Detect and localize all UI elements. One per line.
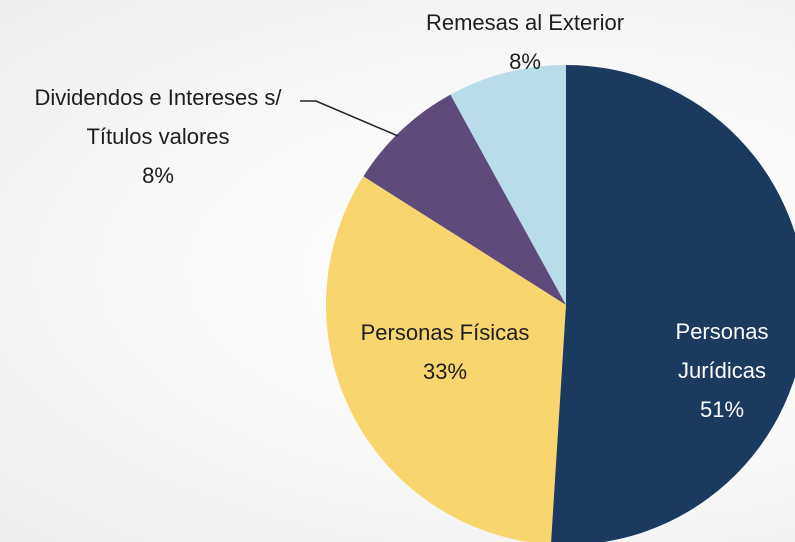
- slice-name: Remesas al Exterior: [425, 10, 625, 35]
- slice-value: 51%: [699, 397, 745, 422]
- leader-line: [300, 100, 399, 137]
- pie-slice: [450, 65, 566, 305]
- slice-value: 8%: [142, 163, 174, 188]
- slice-value: 8%: [509, 49, 541, 74]
- slice-name: Personas Físicas: [360, 320, 530, 345]
- pie-slice: [326, 176, 566, 542]
- pie-slice: [551, 65, 795, 542]
- slice-label: Personas Físicas 33%: [330, 313, 560, 391]
- slice-label: Personas Jurídicas 51%: [652, 312, 792, 429]
- slice-value: 33%: [422, 359, 468, 384]
- slice-name: Dividendos e Intereses s/ Títulos valore…: [34, 85, 282, 149]
- slice-name: Personas Jurídicas: [675, 319, 769, 383]
- slice-label: Dividendos e Intereses s/ Títulos valore…: [0, 78, 316, 195]
- slice-label: Remesas al Exterior 8%: [370, 3, 680, 81]
- pie-slice: [363, 94, 566, 305]
